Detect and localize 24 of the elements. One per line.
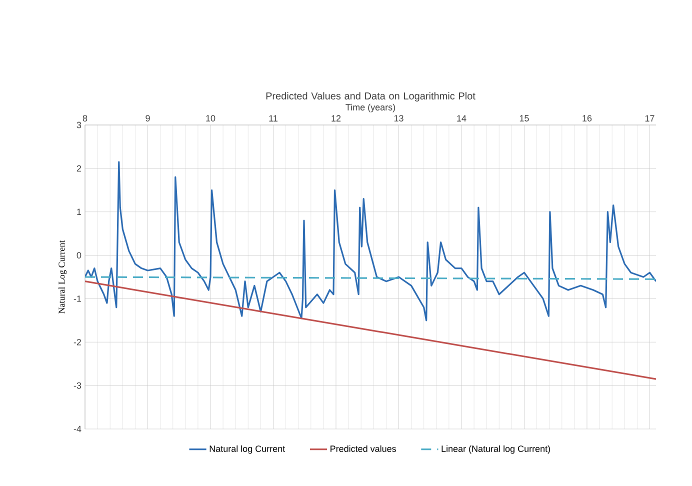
x-tick-label: 16 bbox=[582, 115, 592, 122]
x-tick-label: 15 bbox=[520, 115, 529, 122]
x-tick-label: 14 bbox=[457, 115, 466, 122]
x-tick-label: 12 bbox=[332, 115, 341, 122]
y-axis-title: Natural Log Current bbox=[58, 240, 67, 314]
y-tick-label: -1 bbox=[74, 296, 82, 302]
legend-label: Predicted values bbox=[330, 445, 396, 452]
y-tick-label: 1 bbox=[77, 208, 82, 215]
chart-title: Predicted Values and Data on Logarithmic Plot bbox=[266, 92, 476, 102]
y-tick-label: -2 bbox=[74, 338, 82, 346]
y-tick-label: 2 bbox=[76, 165, 82, 172]
x-axis-title: Time (years) bbox=[346, 104, 396, 112]
y-tick-label: 0 bbox=[76, 252, 82, 258]
legend-label: Linear (Natural log Current) bbox=[442, 445, 550, 454]
legend-label: Natural log Current bbox=[210, 445, 286, 454]
y-tick-label: -4 bbox=[74, 426, 82, 432]
y-tick-label: 3 bbox=[76, 122, 82, 128]
y-tick-label: -3 bbox=[74, 382, 82, 389]
x-tick-label: 13 bbox=[394, 115, 404, 122]
x-tick-label: 10 bbox=[206, 115, 216, 122]
x-tick-label: 11 bbox=[269, 115, 278, 122]
x-tick-label: 8 bbox=[82, 115, 88, 122]
x-tick-label: 17 bbox=[645, 115, 654, 122]
x-tick-label: 9 bbox=[146, 115, 150, 122]
